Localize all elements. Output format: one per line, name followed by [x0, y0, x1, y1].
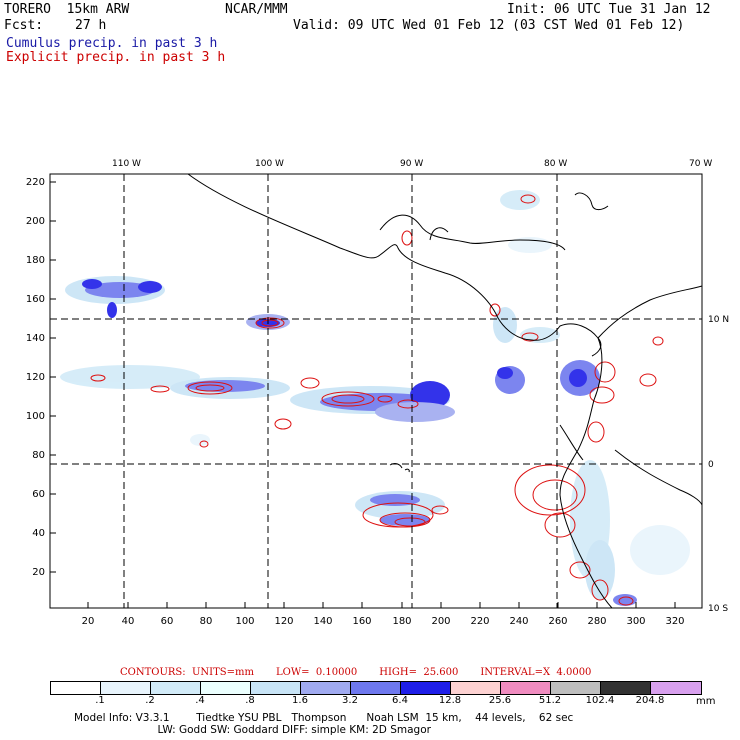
model-name: TORERO 15km ARW [4, 2, 130, 17]
y-label: 40 [32, 528, 45, 539]
x-label: 240 [509, 616, 528, 627]
explicit-precip-contours [90, 194, 664, 606]
legend-tick: 3.2 [342, 695, 358, 706]
y-axis-labels: 220 200 180 160 140 120 100 80 60 40 20 [26, 177, 45, 578]
color-legend [50, 681, 702, 695]
x-label: 280 [587, 616, 606, 627]
right-latitude-labels: 10 N 0 10 S [708, 315, 729, 614]
x-label: 260 [548, 616, 567, 627]
lat-label-10s: 10 S [708, 604, 728, 614]
x-label: 320 [665, 616, 684, 627]
legend-swatch [351, 682, 401, 694]
contour-units: CONTOURS: UNITS=mm [120, 667, 254, 678]
model-info: Model Info: V3.3.1 Tiedtke YSU PBL Thomp… [74, 712, 573, 736]
legend-units: mm [696, 696, 716, 707]
legend-tick: 51.2 [538, 695, 562, 706]
contour-info: CONTOURS: UNITS=mm LOW= 0.10000 HIGH= 25.6… [120, 667, 613, 678]
lon-label-100w: 100 W [255, 159, 284, 169]
legend-tick: 204.8 [635, 695, 665, 706]
y-label: 20 [32, 567, 45, 578]
forecast-label: Fcst: [4, 18, 44, 33]
legend-tick: .4 [195, 695, 205, 706]
legend-swatch [51, 682, 101, 694]
legend-swatch [501, 682, 551, 694]
contour-high: HIGH= 25.600 [379, 667, 459, 678]
organization-label: NCAR/MMM [225, 2, 288, 17]
legend-swatch [451, 682, 501, 694]
forecast-hour: 27 h [75, 18, 107, 33]
legend-tick: 6.4 [392, 695, 408, 706]
x-label: 300 [626, 616, 645, 627]
lat-label-0: 0 [708, 460, 714, 470]
legend-tick: 25.6 [488, 695, 512, 706]
y-label: 120 [26, 372, 45, 383]
model-info-line2: LW: Godd SW: Goddard DIFF: simple KM: 2D… [74, 724, 431, 736]
x-label: 220 [470, 616, 489, 627]
valid-time: Valid: 09 UTC Wed 01 Feb 12 (03 CST Wed … [293, 18, 685, 33]
x-label: 100 [235, 616, 254, 627]
precipitation-map: 110 W 100 W 90 W 80 W 70 W [26, 159, 729, 627]
y-label: 220 [26, 177, 45, 188]
cumulus-precip-label: Cumulus precip. in past 3 h [6, 36, 218, 51]
y-axis-ticks [50, 181, 56, 573]
x-axis-ticks [87, 602, 676, 608]
legend-swatch [551, 682, 601, 694]
legend-swatch [101, 682, 151, 694]
y-label: 80 [32, 450, 45, 461]
x-label: 160 [352, 616, 371, 627]
y-label: 200 [26, 216, 45, 227]
model-info-line1: Model Info: V3.3.1 Tiedtke YSU PBL Thomp… [74, 712, 574, 724]
legend-tick: .2 [145, 695, 155, 706]
x-label: 120 [274, 616, 293, 627]
x-label: 80 [200, 616, 213, 627]
y-label: 140 [26, 333, 45, 344]
x-label: 60 [161, 616, 174, 627]
x-label: 140 [313, 616, 332, 627]
lon-label-80w: 80 W [544, 159, 567, 169]
x-label: 180 [392, 616, 411, 627]
y-label: 180 [26, 255, 45, 266]
legend-swatch [301, 682, 351, 694]
x-label: 20 [82, 616, 95, 627]
contour-low: LOW= 0.10000 [276, 667, 358, 678]
y-label: 160 [26, 294, 45, 305]
legend-swatch [251, 682, 301, 694]
legend-swatch [651, 682, 701, 694]
contour-interval: INTERVAL=X 4.0000 [480, 667, 592, 678]
lon-label-90w: 90 W [400, 159, 423, 169]
y-label: 60 [32, 489, 45, 500]
explicit-precip-label: Explicit precip. in past 3 h [6, 50, 226, 65]
init-time: Init: 06 UTC Tue 31 Jan 12 [507, 2, 711, 17]
legend-tick: .1 [95, 695, 105, 706]
lon-label-70w: 70 W [689, 159, 712, 169]
legend-swatch [151, 682, 201, 694]
x-label: 200 [431, 616, 450, 627]
legend-tick: 102.4 [585, 695, 615, 706]
legend-swatch [601, 682, 651, 694]
legend-swatch [201, 682, 251, 694]
x-axis-labels: 20 40 60 80 100 120 140 160 180 200 220 … [82, 616, 685, 627]
lat-lon-gridlines [50, 174, 702, 608]
legend-tick: .8 [245, 695, 255, 706]
lat-label-10n: 10 N [708, 315, 729, 325]
legend-tick: 1.6 [292, 695, 308, 706]
cumulus-precip-shading [60, 190, 690, 606]
x-label: 40 [122, 616, 135, 627]
legend-swatch [401, 682, 451, 694]
top-longitude-labels: 110 W 100 W 90 W 80 W 70 W [112, 159, 712, 169]
lon-label-110w: 110 W [112, 159, 141, 169]
y-label: 100 [26, 411, 45, 422]
legend-tick-labels: .1 .2 .4 .8 1.6 3.2 6.4 12.8 25.6 51.2 102.4 204.8 [50, 695, 702, 707]
legend-tick: 12.8 [438, 695, 462, 706]
